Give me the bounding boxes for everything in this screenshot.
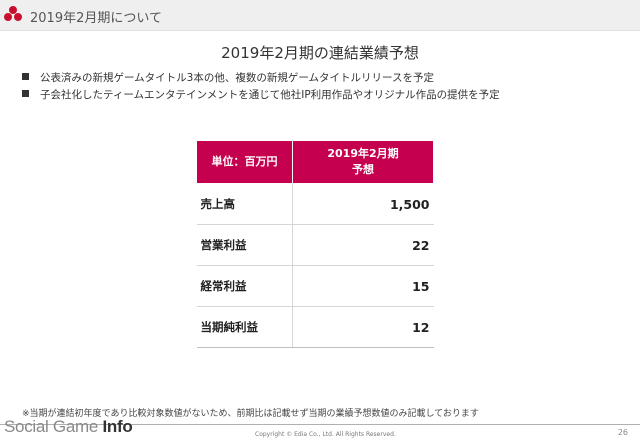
bullet-text: 公表済みの新規ゲームタイトル3本の他、複数の新規ゲームタイトルリリースを予定: [40, 72, 435, 84]
row-value: 15: [292, 265, 434, 307]
watermark: Social Game Info: [4, 417, 133, 437]
table-row: 当期純利益 12: [196, 306, 434, 348]
table-row: 経常利益 15: [196, 265, 434, 307]
table-row: 売上高 1,500: [196, 183, 434, 225]
slide-title: 2019年2月期の連結業績予想: [221, 44, 419, 62]
table-header-row: 単位：百万円 2019年2月期 予想: [196, 140, 434, 184]
copyright-text: Copyright © Edia Co., Ltd. All Rights Re…: [255, 431, 396, 438]
table-row: 営業利益 22: [196, 224, 434, 266]
footer-divider: [0, 424, 640, 425]
row-label: 経常利益: [196, 265, 293, 307]
period-header-line2: 予想: [352, 163, 374, 176]
list-item: 子会社化したティームエンタテインメントを通じて他社IP利用作品やオリジナル作品の…: [22, 87, 500, 104]
bullet-square-icon: [22, 73, 29, 80]
watermark-text: Social Game: [4, 417, 103, 436]
period-header: 2019年2月期 予想: [292, 140, 434, 184]
bullet-text: 子会社化したティームエンタテインメントを通じて他社IP利用作品やオリジナル作品の…: [40, 89, 500, 101]
row-label: 売上高: [196, 183, 293, 225]
company-logo-icon: [4, 6, 24, 24]
list-item: 公表済みの新規ゲームタイトル3本の他、複数の新規ゲームタイトルリリースを予定: [22, 70, 500, 87]
row-label: 当期純利益: [196, 306, 293, 348]
row-value: 22: [292, 224, 434, 266]
period-header-line1: 2019年2月期: [327, 147, 399, 160]
unit-header: 単位：百万円: [196, 140, 293, 184]
watermark-bold-text: Info: [102, 417, 133, 436]
bullet-list: 公表済みの新規ゲームタイトル3本の他、複数の新規ゲームタイトルリリースを予定 子…: [22, 70, 500, 104]
page-number: 26: [617, 428, 628, 437]
bullet-square-icon: [22, 90, 29, 97]
row-label: 営業利益: [196, 224, 293, 266]
row-value: 1,500: [292, 183, 434, 225]
forecast-table: 単位：百万円 2019年2月期 予想 売上高 1,500 営業利益 22 経常利…: [196, 140, 434, 348]
section-title: 2019年2月期について: [30, 11, 162, 26]
row-value: 12: [292, 306, 434, 348]
footnote: ※当期が連結初年度であり比較対象数値がないため、前期比は記載せず当期の業績予想数…: [22, 409, 479, 419]
header-bar: 2019年2月期について: [0, 0, 640, 31]
